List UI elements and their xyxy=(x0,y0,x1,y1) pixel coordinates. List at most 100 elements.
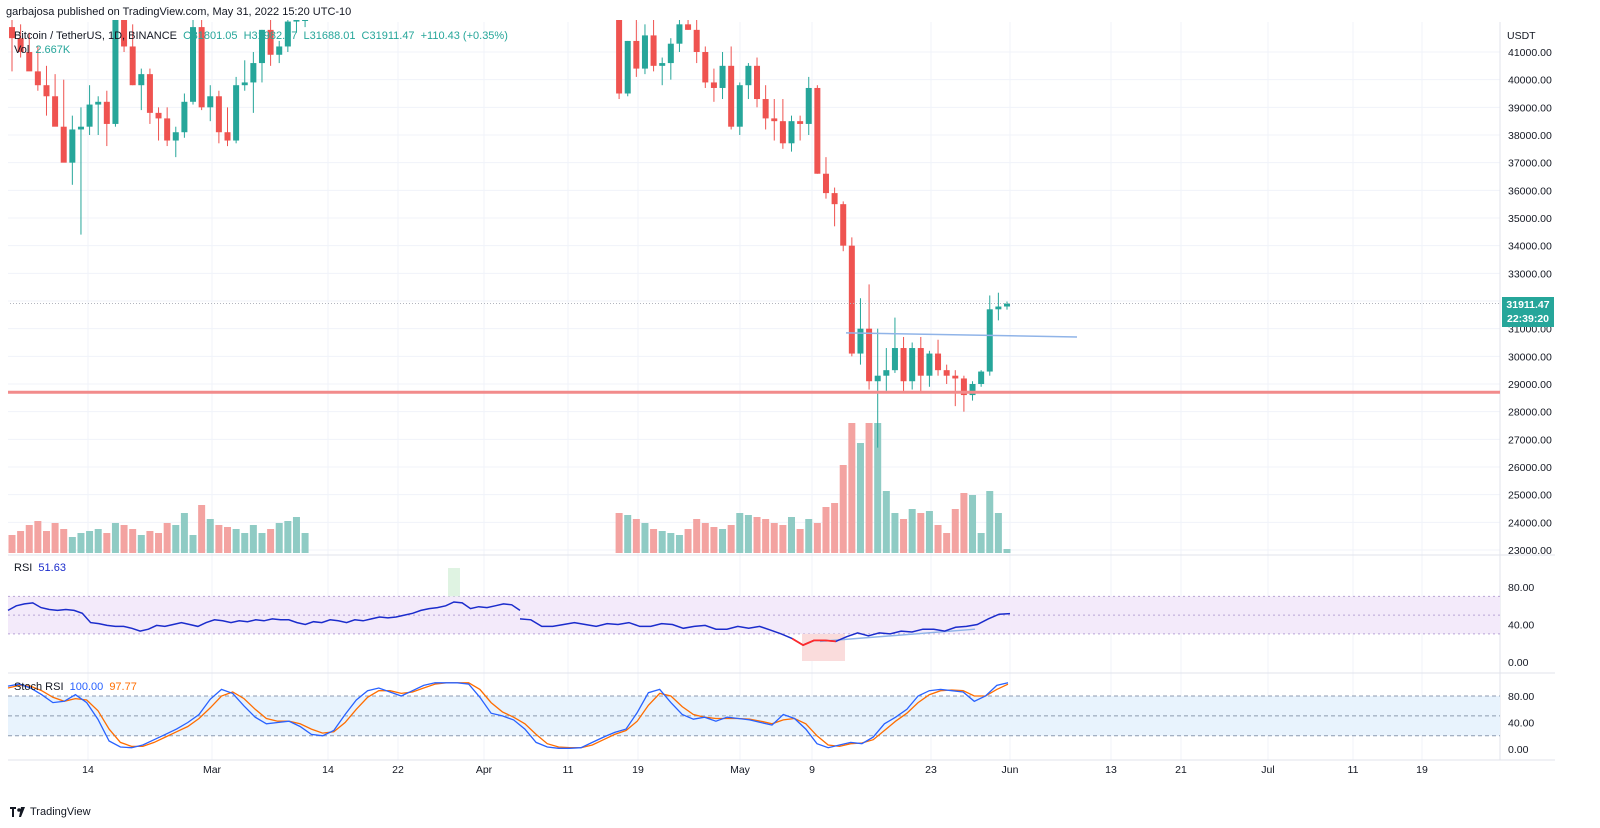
candle xyxy=(719,65,726,88)
candle xyxy=(616,20,623,94)
last-price-tag: 31911.47 22:39:20 xyxy=(1502,297,1554,327)
candle xyxy=(866,328,873,382)
candle xyxy=(26,52,33,72)
candle xyxy=(788,121,795,144)
date-tick-label: 14 xyxy=(322,764,334,776)
price-tick-label: 39000.00 xyxy=(1508,102,1552,114)
symbol-name[interactable]: Bitcoin / TetherUS, 1D, BINANCE xyxy=(14,30,178,42)
volume-bar xyxy=(155,533,163,553)
volume-bar xyxy=(684,529,692,553)
candle xyxy=(641,35,648,69)
volume-bar xyxy=(805,519,813,553)
candle xyxy=(34,71,41,86)
rsi-label[interactable]: RSI xyxy=(14,562,33,574)
volume-bar xyxy=(624,515,632,553)
candle xyxy=(233,85,240,141)
date-tick-label: Jun xyxy=(1002,764,1019,776)
volume-bar xyxy=(727,525,735,553)
price-tick-label: 29000.00 xyxy=(1508,379,1552,391)
rsi-background xyxy=(8,568,1500,661)
volume-value: 2.667K xyxy=(35,44,71,56)
price-tick-label: 41000.00 xyxy=(1508,47,1552,59)
candle xyxy=(121,20,128,47)
volume-label[interactable]: Vol xyxy=(14,44,30,56)
volume-bar xyxy=(120,525,128,553)
price-tick-label: 30000.00 xyxy=(1508,351,1552,363)
candle xyxy=(60,126,67,163)
volume-bar xyxy=(744,515,752,553)
candle xyxy=(276,46,283,55)
volume-bar xyxy=(788,517,795,553)
currency-label: USDT xyxy=(1507,30,1536,42)
volume-bar xyxy=(301,533,309,553)
volume-bar xyxy=(146,531,154,553)
volume-bars xyxy=(8,423,1011,553)
candle xyxy=(917,348,924,376)
volume-bar xyxy=(900,519,908,553)
candle xyxy=(155,112,162,119)
candle xyxy=(891,348,898,371)
volume-bar xyxy=(650,529,658,553)
stoch-lines xyxy=(7,682,1009,749)
date-tick-label: 11 xyxy=(1348,764,1359,776)
volume-bar xyxy=(710,527,718,553)
date-tick-label: 13 xyxy=(1105,764,1117,776)
volume-bar xyxy=(658,531,666,553)
stoch-d-value: 97.77 xyxy=(109,681,137,693)
footer-brand[interactable]: TradingView xyxy=(30,806,91,818)
price-tick-label: 24000.00 xyxy=(1508,517,1552,529)
candle xyxy=(831,193,838,205)
candle xyxy=(284,21,291,47)
candle xyxy=(969,384,976,396)
candle xyxy=(667,43,674,64)
volume-bar xyxy=(891,513,899,553)
volume-bar xyxy=(60,529,68,553)
candle xyxy=(960,378,967,396)
volume-bar xyxy=(917,513,925,553)
stoch-tick-label: 40.00 xyxy=(1508,718,1534,730)
volume-bar xyxy=(856,443,864,553)
volume-bar xyxy=(701,523,709,553)
date-tick-label: Mar xyxy=(203,764,222,776)
volume-bar xyxy=(615,513,623,553)
last-price-value: 31911.47 xyxy=(1506,299,1550,311)
volume-bar xyxy=(111,523,119,553)
volume-bar xyxy=(848,423,856,553)
candle xyxy=(935,353,942,371)
volume-bar xyxy=(42,531,50,553)
stoch-label[interactable]: Stoch RSI xyxy=(14,681,64,693)
volume-bar xyxy=(986,491,994,553)
volume-bar xyxy=(762,519,770,553)
price-tick-label: 38000.00 xyxy=(1508,130,1552,142)
date-tick-label: Apr xyxy=(476,764,493,776)
rsi-value: 51.63 xyxy=(38,562,66,574)
volume-bar xyxy=(796,529,804,553)
candle xyxy=(146,74,153,113)
candle xyxy=(95,101,102,105)
stoch-k-line xyxy=(7,682,1009,749)
rsi-legend: RSI 51.63 xyxy=(14,562,69,574)
volume-bar xyxy=(969,495,977,553)
stoch-background xyxy=(8,695,1500,737)
candle xyxy=(267,29,274,55)
candle xyxy=(745,65,752,86)
candle xyxy=(909,348,916,382)
tradingview-logo-icon xyxy=(10,807,25,817)
candle xyxy=(86,104,93,127)
candle xyxy=(69,129,76,163)
date-tick-label: 19 xyxy=(632,764,644,776)
volume-bar xyxy=(34,521,42,553)
volume-bar xyxy=(908,509,916,553)
volume-bar xyxy=(232,529,240,553)
candle xyxy=(728,65,735,127)
price-tick-label: 37000.00 xyxy=(1508,158,1552,170)
candle xyxy=(624,40,631,94)
candle xyxy=(848,245,855,354)
candle xyxy=(659,63,666,66)
candle xyxy=(650,35,657,66)
volume-bar xyxy=(770,523,778,553)
price-tick-label: 26000.00 xyxy=(1508,462,1552,474)
volume-bar xyxy=(779,525,787,553)
volume-bar xyxy=(831,503,839,553)
